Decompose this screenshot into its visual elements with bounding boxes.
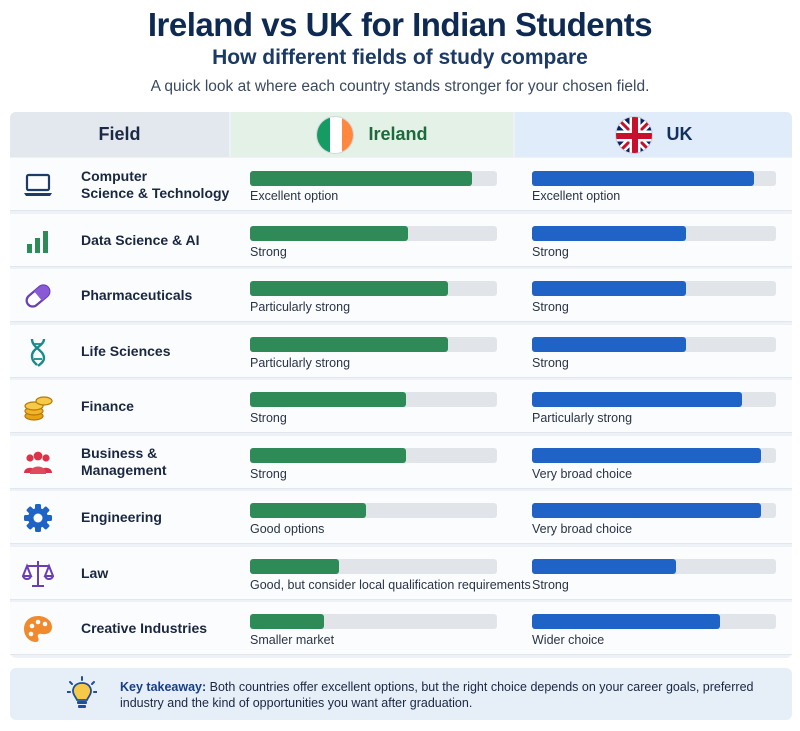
uk-rating-label: Very broad choice <box>532 522 633 536</box>
header-field: Field <box>10 112 229 157</box>
uk-bar-track <box>532 614 776 629</box>
ireland-bar <box>250 503 366 518</box>
uk-rating-label: Excellent option <box>532 189 621 203</box>
uk-bar <box>532 614 720 629</box>
ireland-bar-track <box>250 558 497 574</box>
ireland-rating-label: Smaller market <box>250 633 335 647</box>
field-label: Finance <box>81 398 134 414</box>
ireland-rating-label: Good options <box>250 522 325 536</box>
uk-flag-icon <box>614 115 653 154</box>
ireland-bar <box>250 447 406 463</box>
uk-bar <box>532 558 676 574</box>
uk-bar <box>532 392 742 407</box>
scales-icon <box>22 558 54 590</box>
table-row: Finance Strong Particularly strong <box>10 380 792 433</box>
table-row: Law Good, but consider local qualificatio… <box>10 546 792 600</box>
uk-rating-label: Wider choice <box>532 633 605 647</box>
header-ireland: Ireland <box>231 112 513 157</box>
ireland-rating-label: Strong <box>250 411 287 425</box>
ireland-bar <box>250 225 408 241</box>
field-label: Law <box>81 564 109 581</box>
uk-bar-track <box>532 281 776 296</box>
uk-bar <box>532 225 686 241</box>
ireland-bar-track <box>250 171 497 186</box>
key-takeaway-text: Key takeaway: Both countries offer excel… <box>120 679 760 711</box>
key-takeaway-label: Key takeaway: <box>120 680 207 694</box>
ireland-bar <box>250 171 472 186</box>
uk-rating-label: Particularly strong <box>532 411 633 425</box>
ireland-bar-track <box>250 336 497 352</box>
field-label: Life Sciences <box>81 342 171 359</box>
uk-bar-track <box>532 503 776 518</box>
table-row: Engineering Good options Very broad choice <box>10 491 792 544</box>
ireland-bar-track <box>250 503 497 518</box>
header-field-label: Field <box>98 124 141 144</box>
uk-bar-track <box>532 392 776 407</box>
field-label: Pharmaceuticals <box>81 287 193 303</box>
uk-bar <box>532 447 761 463</box>
page-title: Ireland vs UK for Indian Students <box>147 6 653 43</box>
palette-icon <box>22 613 54 645</box>
ireland-rating-label: Strong <box>250 244 287 259</box>
ireland-bar <box>250 614 324 629</box>
people-icon <box>22 447 54 479</box>
coins-icon <box>22 391 54 423</box>
uk-bar-track <box>532 558 776 574</box>
gear-icon <box>22 502 54 534</box>
table-row: Pharmaceuticals Particularly strong Strong <box>10 269 792 322</box>
ireland-rating-label: Good, but consider local qualification r… <box>250 577 531 592</box>
intro-text: A quick look at where each country stand… <box>150 78 650 95</box>
pill-icon <box>22 280 54 312</box>
bar-chart-icon <box>22 225 54 257</box>
laptop-icon <box>22 169 54 201</box>
header-ireland-label: Ireland <box>368 124 428 144</box>
comparison-table: Field Ireland UK Computer Science & Tech… <box>10 112 792 658</box>
uk-bar <box>532 171 754 186</box>
table-row: Computer Science & Technology Excellent o… <box>10 158 792 211</box>
uk-bar-track <box>532 447 776 463</box>
dna-icon <box>22 336 54 368</box>
uk-bar-track <box>532 171 776 186</box>
table-row: Life Sciences Particularly strong Strong <box>10 324 792 378</box>
ireland-bar <box>250 558 339 574</box>
uk-bar <box>532 281 686 296</box>
table-row: Business & Management Strong Very broad ch… <box>10 435 792 489</box>
ireland-rating-label: Strong <box>250 466 287 481</box>
field-label: Computer Science & Technology <box>81 167 230 201</box>
page-subtitle: How different fields of study compare <box>212 46 588 69</box>
uk-bar-track <box>532 225 776 241</box>
field-label: Data Science & AI <box>81 231 200 248</box>
uk-bar-track <box>532 336 776 352</box>
header-uk-label: UK <box>666 124 693 144</box>
field-label: Business & Management <box>81 445 167 478</box>
uk-bar <box>532 336 686 352</box>
ireland-bar-track <box>250 281 497 296</box>
header-uk: UK <box>515 112 792 157</box>
uk-rating-label: Strong <box>532 244 569 259</box>
key-takeaway-box: Key takeaway: Both countries offer excel… <box>10 668 792 720</box>
lightbulb-icon <box>66 676 98 717</box>
ireland-bar-track <box>250 392 497 407</box>
ireland-rating-label: Particularly strong <box>250 355 351 370</box>
ireland-bar-track <box>250 447 497 463</box>
uk-bar <box>532 503 761 518</box>
ireland-rating-label: Excellent option <box>250 189 339 203</box>
ireland-flag-icon <box>316 115 355 154</box>
ireland-bar-track <box>250 225 497 241</box>
ireland-bar <box>250 336 448 352</box>
table-row: Data Science & AI Strong Strong <box>10 213 792 267</box>
table-row: Creative Industries Smaller market Wider c… <box>10 602 792 655</box>
uk-rating-label: Strong <box>532 577 569 592</box>
ireland-rating-label: Particularly strong <box>250 300 351 314</box>
uk-rating-label: Very broad choice <box>532 466 633 481</box>
ireland-bar <box>250 281 448 296</box>
uk-rating-label: Strong <box>532 355 569 370</box>
uk-rating-label: Strong <box>532 300 569 314</box>
field-label: Engineering <box>81 509 162 525</box>
field-label: Creative Industries <box>81 620 208 636</box>
ireland-bar-track <box>250 614 497 629</box>
key-takeaway-body: Both countries offer excellent options, … <box>120 680 754 710</box>
ireland-bar <box>250 392 406 407</box>
